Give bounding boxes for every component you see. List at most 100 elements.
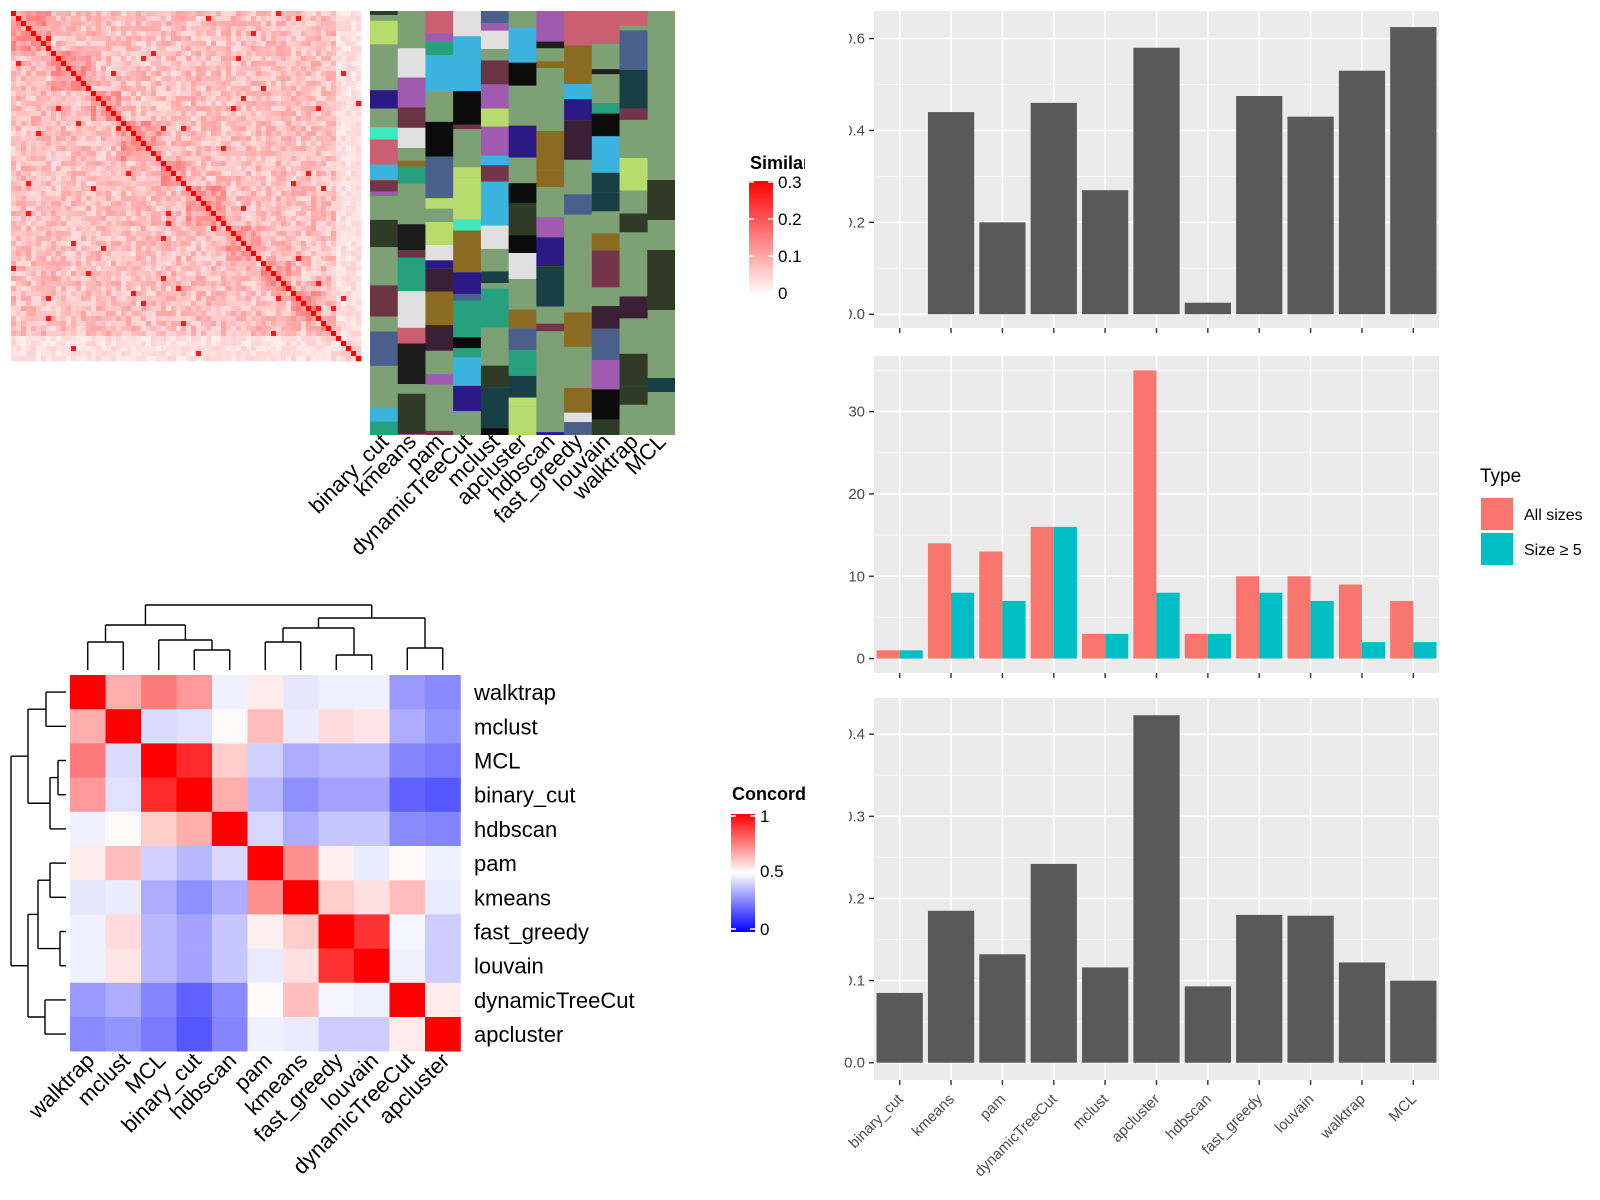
similarity-cell xyxy=(86,101,92,107)
similarity-cell xyxy=(121,246,127,252)
similarity-cell xyxy=(331,31,337,37)
similarity-cell xyxy=(221,96,227,102)
similarity-cell xyxy=(221,196,227,202)
similarity-cell xyxy=(321,61,327,67)
similarity-cell xyxy=(121,156,127,162)
similarity-cell xyxy=(296,161,302,167)
similarity-cell xyxy=(116,351,122,357)
similarity-cell xyxy=(206,56,212,62)
similarity-cell xyxy=(51,111,57,117)
similarity-cell xyxy=(211,41,217,47)
similarity-cell xyxy=(136,66,142,72)
similarity-cell xyxy=(336,286,342,292)
similarity-cell xyxy=(111,241,117,247)
similarity-cell xyxy=(336,181,342,187)
similarity-cell xyxy=(226,321,232,327)
similarity-cell xyxy=(321,201,327,207)
similarity-cell xyxy=(101,106,107,112)
similarity-cell xyxy=(346,36,352,42)
similarity-cell xyxy=(101,121,107,127)
similarity-cell xyxy=(331,101,337,107)
similarity-cell xyxy=(146,351,152,357)
similarity-cell xyxy=(356,136,362,142)
similarity-cell xyxy=(311,346,317,352)
similarity-cell xyxy=(106,206,112,212)
similarity-cell xyxy=(96,76,102,82)
similarity-cell xyxy=(101,341,107,347)
similarity-cell xyxy=(51,176,57,182)
similarity-cell xyxy=(161,326,167,332)
similarity-cell xyxy=(146,211,152,217)
similarity-cell xyxy=(76,341,82,347)
similarity-cell xyxy=(321,136,327,142)
similarity-cell xyxy=(76,131,82,137)
similarity-cell xyxy=(171,111,177,117)
similarity-cell xyxy=(56,91,62,97)
similarity-cell xyxy=(146,36,152,42)
similarity-cell xyxy=(256,116,262,122)
similarity-cell xyxy=(241,346,247,352)
similarity-cell xyxy=(91,206,97,212)
similarity-cell xyxy=(221,211,227,217)
similarity-cell xyxy=(286,76,292,82)
similarity-cell xyxy=(41,231,47,237)
similarity-cell xyxy=(251,141,257,147)
similarity-cell xyxy=(51,231,57,237)
similarity-cell xyxy=(316,326,322,332)
similarity-cell xyxy=(351,206,357,212)
similarity-cell xyxy=(186,11,192,17)
similarity-cell xyxy=(251,51,257,57)
similarity-cell xyxy=(316,291,322,297)
similarity-cell xyxy=(166,181,172,187)
similarity-cell xyxy=(356,226,362,232)
similarity-cell xyxy=(236,166,242,172)
similarity-cell xyxy=(121,121,127,127)
similarity-cell xyxy=(66,131,72,137)
similarity-cell xyxy=(306,101,312,107)
similarity-cell xyxy=(341,21,347,27)
similarity-cell xyxy=(56,41,62,47)
similarity-cell xyxy=(331,131,337,137)
similarity-cell xyxy=(126,341,132,347)
similarity-cell xyxy=(221,236,227,242)
similarity-cell xyxy=(191,291,197,297)
similarity-cell xyxy=(236,31,242,37)
similarity-cell xyxy=(196,196,202,202)
similarity-cell xyxy=(131,231,137,237)
similarity-cell xyxy=(326,106,332,112)
similarity-cell xyxy=(61,271,67,277)
similarity-cell xyxy=(226,311,232,317)
similarity-cell xyxy=(246,121,252,127)
similarity-cell xyxy=(101,246,107,252)
similarity-cell xyxy=(16,96,22,102)
similarity-cell xyxy=(336,211,342,217)
similarity-cell xyxy=(341,211,347,217)
similarity-cell xyxy=(271,151,277,157)
similarity-cell xyxy=(81,241,87,247)
similarity-cell xyxy=(266,226,272,232)
similarity-cell xyxy=(221,101,227,107)
similarity-cell xyxy=(26,46,32,52)
similarity-cell xyxy=(166,66,172,72)
similarity-cell xyxy=(301,231,307,237)
similarity-cell xyxy=(11,261,17,267)
similarity-cell xyxy=(146,326,152,332)
similarity-cell xyxy=(281,196,287,202)
similarity-cell xyxy=(301,21,307,27)
similarity-cell xyxy=(101,131,107,137)
similarity-cell xyxy=(26,141,32,147)
similarity-cell xyxy=(211,46,217,52)
similarity-cell xyxy=(21,51,27,57)
similarity-cell xyxy=(186,266,192,272)
similarity-cell xyxy=(71,11,77,17)
similarity-cell xyxy=(341,326,347,332)
similarity-cell xyxy=(291,346,297,352)
similarity-cell xyxy=(191,56,197,62)
similarity-cell xyxy=(136,76,142,82)
similarity-cell xyxy=(326,276,332,282)
similarity-cell xyxy=(181,206,187,212)
similarity-cell xyxy=(331,201,337,207)
similarity-cell xyxy=(291,66,297,72)
similarity-cell xyxy=(191,171,197,177)
similarity-cell xyxy=(171,266,177,272)
